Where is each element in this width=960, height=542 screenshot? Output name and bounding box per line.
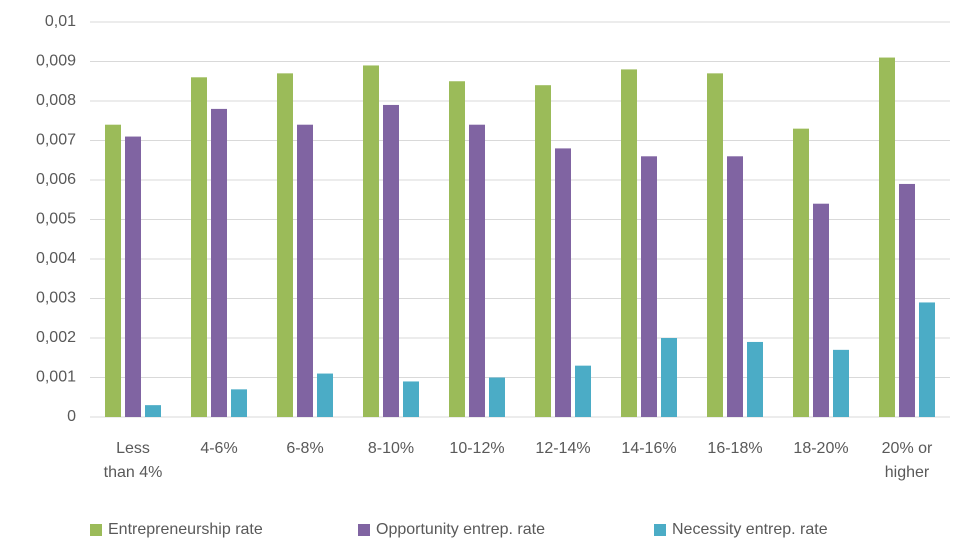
x-tick-label: Less than 4%: [103, 440, 163, 481]
y-tick-label: 0,003: [36, 290, 76, 307]
y-tick-label: 0,005: [36, 211, 76, 228]
bar: [879, 57, 895, 418]
x-tick-label: 20% or higher: [881, 440, 933, 481]
bar: [105, 124, 121, 417]
bar: [919, 302, 935, 417]
x-tick-label: 14-16%: [621, 440, 677, 457]
bar: [747, 341, 763, 417]
bar: [363, 65, 379, 417]
bar: [449, 81, 465, 417]
bar: [833, 349, 849, 417]
bar: [641, 156, 657, 418]
bar: [661, 338, 677, 417]
y-tick-label: 0,001: [36, 369, 76, 386]
bar: [125, 136, 141, 418]
y-tick-label: 0: [67, 408, 76, 425]
bar: [575, 365, 591, 417]
y-tick-label: 0,007: [36, 132, 76, 149]
legend-swatch: [90, 524, 102, 536]
x-tick-label: 10-12%: [449, 440, 505, 457]
legend-label: Entrepreneurship rate: [108, 521, 263, 538]
x-tick-label: 16-18%: [707, 440, 763, 457]
bar: [317, 373, 333, 417]
bar: [211, 108, 227, 418]
y-tick-label: 0,009: [36, 53, 76, 70]
bar: [231, 389, 247, 417]
x-tick-label: 12-14%: [535, 440, 591, 457]
x-tick-label: 18-20%: [793, 440, 849, 457]
bar: [793, 128, 809, 417]
legend-label: Necessity entrep. rate: [672, 521, 828, 538]
legend-swatch: [358, 524, 370, 536]
y-tick-label: 0,008: [36, 92, 76, 109]
y-tick-label: 0,002: [36, 329, 76, 346]
bar: [297, 124, 313, 417]
bar: [383, 104, 399, 417]
bar: [191, 77, 207, 418]
bar: [277, 73, 293, 417]
bar: [727, 156, 743, 418]
bar: [403, 381, 419, 417]
bar: [469, 124, 485, 417]
bar: [535, 85, 551, 417]
bar: [621, 69, 637, 418]
y-tick-label: 0,006: [36, 171, 76, 188]
bar: [707, 73, 723, 417]
x-tick-label: 8-10%: [367, 440, 415, 457]
y-tick-label: 0,01: [45, 13, 76, 30]
bar: [145, 405, 161, 417]
bar: [555, 148, 571, 417]
bar: [813, 203, 829, 417]
legend-label: Opportunity entrep. rate: [376, 521, 545, 538]
x-tick-label: 4-6%: [200, 440, 238, 457]
y-tick-label: 0,004: [36, 250, 76, 267]
bar: [489, 377, 505, 417]
legend-swatch: [654, 524, 666, 536]
x-tick-label: 6-8%: [286, 440, 324, 457]
bar: [899, 183, 915, 417]
